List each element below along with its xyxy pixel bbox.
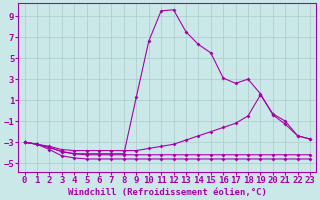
X-axis label: Windchill (Refroidissement éolien,°C): Windchill (Refroidissement éolien,°C) bbox=[68, 188, 267, 197]
